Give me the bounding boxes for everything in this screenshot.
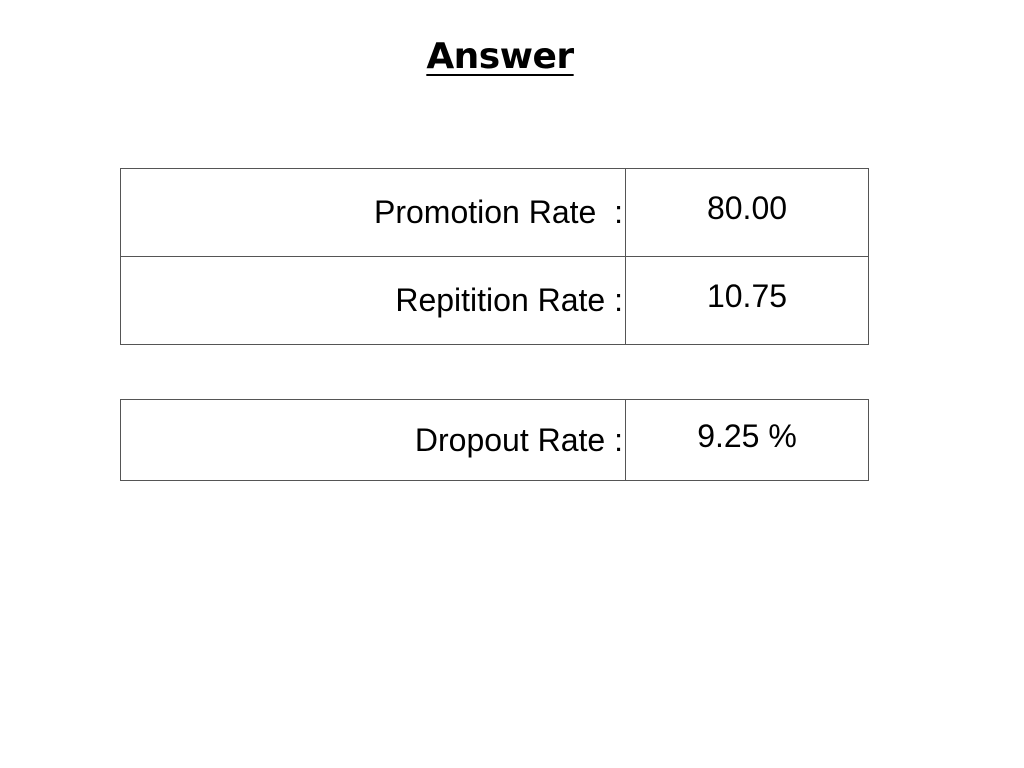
table-row: Dropout Rate : 9.25 % — [120, 399, 869, 481]
dropout-rate-value-cell: 9.25 % — [625, 399, 869, 481]
rates-table: Promotion Rate : 80.00 Repitition Rate :… — [120, 168, 869, 345]
dropout-rate-label: Dropout Rate : — [120, 399, 626, 481]
repitition-rate-value: 10.75 — [706, 278, 788, 314]
page-title: Answer — [426, 36, 574, 77]
repitition-rate-label: Repitition Rate : — [120, 256, 626, 345]
table-row: Repitition Rate : 10.75 — [120, 256, 869, 345]
promotion-rate-value: 80.00 — [706, 190, 788, 226]
table-row: Promotion Rate : 80.00 — [120, 168, 869, 257]
repitition-rate-value-cell: 10.75 — [625, 256, 869, 345]
dropout-table: Dropout Rate : 9.25 % — [120, 399, 869, 481]
dropout-rate-value: 9.25 % — [697, 417, 797, 454]
promotion-rate-label: Promotion Rate : — [120, 168, 626, 257]
promotion-rate-value-cell: 80.00 — [625, 168, 869, 257]
